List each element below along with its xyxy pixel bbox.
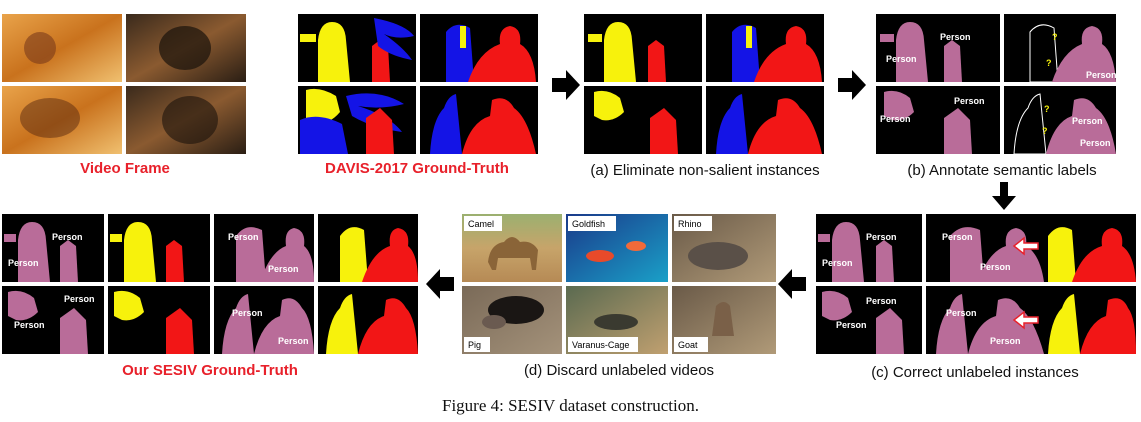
sesiv-label: Person xyxy=(228,232,259,242)
sesiv-label: Person xyxy=(278,336,309,346)
step-b-label: Person xyxy=(954,96,985,106)
step-b-label: Person xyxy=(1080,138,1111,148)
step-c-label: Person xyxy=(946,308,977,318)
arrow-right-icon xyxy=(838,70,866,100)
flow-arrows xyxy=(426,70,1016,299)
step-c-label: Person xyxy=(836,320,867,330)
step-c-label: Person xyxy=(822,258,853,268)
step-b-unknown-label: ? xyxy=(1042,126,1048,136)
step-d-grid xyxy=(462,214,776,354)
step-b-label: Person xyxy=(886,54,917,64)
step-b-unknown-label: ? xyxy=(1044,104,1050,114)
step-b-caption: (b) Annotate semantic labels xyxy=(907,162,1097,179)
step-b-label: Person xyxy=(880,114,911,124)
animal-tag: Varanus-Cage xyxy=(572,340,629,350)
animal-tag: Rhino xyxy=(678,219,702,229)
sesiv-label: Person xyxy=(64,294,95,304)
animal-tag: Camel xyxy=(468,219,494,229)
sesiv-label: Person xyxy=(8,258,39,268)
video-frame-caption: Video Frame xyxy=(80,160,170,177)
correction-arrow-icon xyxy=(1012,310,1039,330)
correction-arrow-icon xyxy=(1012,236,1039,256)
step-c-label: Person xyxy=(866,232,897,242)
animal-tag: Goat xyxy=(678,340,698,350)
sesiv-ground-truth-grid xyxy=(2,214,418,354)
figure-caption: Figure 4: SESIV dataset construction. xyxy=(441,396,700,415)
arrow-down-icon xyxy=(992,182,1016,210)
step-c-grid xyxy=(816,214,1136,354)
arrow-right-icon xyxy=(552,70,580,100)
animal-tag: Pig xyxy=(468,340,481,350)
video-frame-1 xyxy=(2,14,122,82)
animal-tags: Camel Goldfish Rhino Pig Varanus-Cage Go… xyxy=(464,216,712,352)
sesiv-label: Person xyxy=(52,232,83,242)
arrow-left-icon xyxy=(426,269,454,299)
step-a-grid xyxy=(584,14,824,154)
step-b-label: Person xyxy=(940,32,971,42)
video-frame-grid xyxy=(2,14,246,154)
step-b-grid xyxy=(876,14,1116,155)
arrow-left-icon xyxy=(778,269,806,299)
step-b-label: Person xyxy=(1072,116,1103,126)
animal-tag: Goldfish xyxy=(572,219,605,229)
step-c-label: Person xyxy=(980,262,1011,272)
image-labels: Person Person Person ? ? Person Person P… xyxy=(8,32,1117,346)
step-a-caption: (a) Eliminate non-salient instances xyxy=(590,162,820,179)
step-c-label: Person xyxy=(942,232,973,242)
step-d-caption: (d) Discard unlabeled videos xyxy=(523,362,715,379)
davis-ground-truth-grid xyxy=(298,14,538,154)
step-b-unknown-label: ? xyxy=(1052,32,1058,42)
sesiv-label: Person xyxy=(14,320,45,330)
davis-caption: DAVIS-2017 Ground-Truth xyxy=(325,160,509,177)
step-c-label: Person xyxy=(990,336,1021,346)
step-b-label: Person xyxy=(1086,70,1117,80)
step-c-label: Person xyxy=(866,296,897,306)
step-c-caption: (c) Correct unlabeled instances xyxy=(871,364,1079,381)
sesiv-label: Person xyxy=(232,308,263,318)
step-b-unknown-label: ? xyxy=(1046,58,1052,68)
sesiv-label: Person xyxy=(268,264,299,274)
sesiv-caption: Our SESIV Ground-Truth xyxy=(122,362,298,379)
